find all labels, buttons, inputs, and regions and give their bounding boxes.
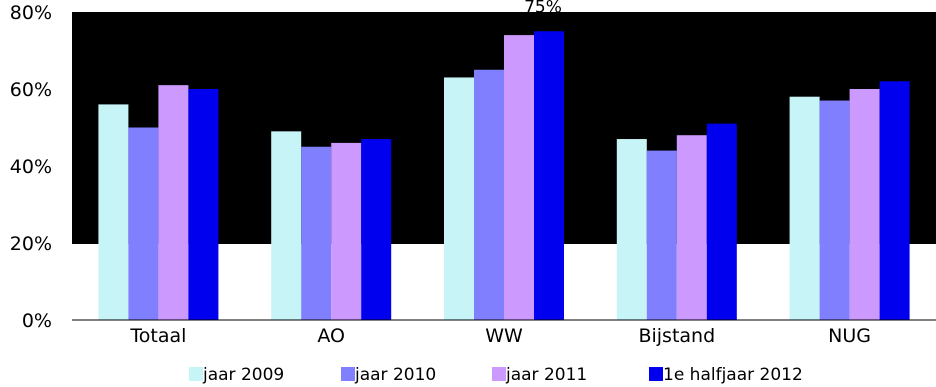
bar-totaal-series-1	[98, 104, 129, 321]
x-category-label: AO	[317, 325, 345, 347]
bar-bijstand-series-3	[676, 135, 707, 320]
legend-swatch	[189, 367, 203, 381]
data-labels: 75%	[524, 0, 562, 17]
legend-swatch	[341, 367, 355, 381]
bar-ww-series-4	[534, 31, 564, 320]
legend-label: jaar 2011	[505, 365, 587, 385]
y-tick-label: 80%	[10, 2, 52, 24]
data-label: 75%	[524, 0, 562, 17]
bar-nug-series-2	[819, 100, 850, 320]
x-category-label: Bijstand	[638, 325, 715, 347]
legend-label: jaar 2009	[202, 365, 284, 385]
legend-label: jaar 2010	[354, 365, 436, 385]
bar-totaal-series-2	[128, 127, 159, 320]
x-category-label: WW	[485, 325, 523, 347]
bar-ww-series-1	[444, 77, 474, 320]
bar-totaal-series-4	[188, 89, 219, 320]
y-axis-ticks: 0% 20% 40% 60% 80%	[10, 2, 52, 332]
legend-swatch	[492, 367, 506, 381]
bar-ww-series-2	[474, 69, 504, 320]
legend-swatch	[649, 367, 663, 381]
bars	[98, 31, 910, 321]
bar-nug-series-1	[789, 96, 820, 320]
y-tick-label: 40%	[10, 156, 52, 178]
legend-label: 1e halfjaar 2012	[663, 365, 803, 385]
bar-ao-series-4	[361, 139, 392, 320]
bar-totaal-series-3	[158, 85, 189, 321]
legend: jaar 2009 jaar 2010 jaar 2011 1e halfjaar 2…	[189, 365, 803, 385]
x-category-label: NUG	[828, 325, 871, 347]
y-tick-label: 60%	[10, 79, 52, 101]
bar-bijstand-series-1	[616, 139, 647, 320]
x-category-label: Totaal	[129, 325, 186, 347]
bar-ao-series-1	[271, 131, 302, 320]
bar-nug-series-3	[849, 89, 880, 320]
bar-ww-series-3	[504, 35, 534, 320]
x-axis-labels: Totaal AO WW Bijstand NUG	[129, 325, 871, 347]
bar-ao-series-3	[331, 142, 362, 320]
bar-nug-series-4	[879, 81, 910, 320]
bar-bijstand-series-4	[706, 123, 737, 321]
bar-bijstand-series-2	[646, 150, 677, 320]
bar-ao-series-2	[301, 146, 332, 320]
y-tick-label: 0%	[22, 310, 52, 332]
y-tick-label: 20%	[10, 233, 52, 255]
